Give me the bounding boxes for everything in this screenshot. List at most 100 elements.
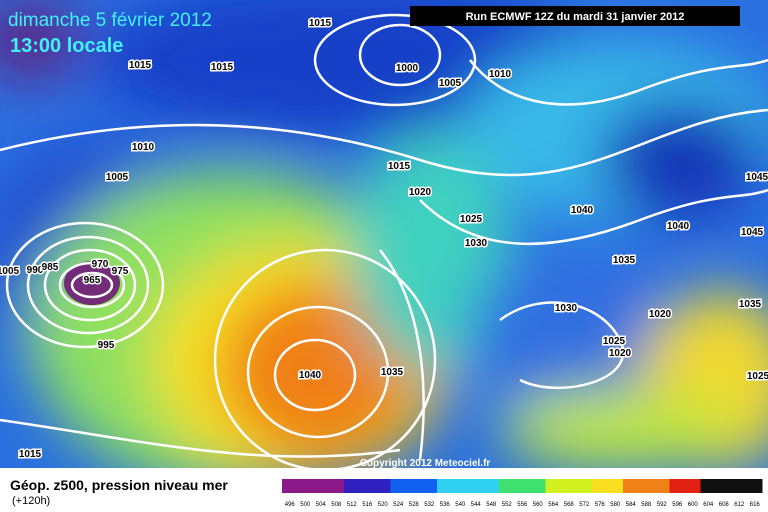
scale-label: 616 — [750, 502, 761, 508]
scale-swatch — [654, 479, 670, 493]
scale-label: 560 — [533, 502, 544, 508]
isobar-label: 1010 — [489, 69, 512, 80]
scale-swatch — [282, 479, 298, 493]
scale-label: 512 — [347, 502, 358, 508]
scale-label: 592 — [657, 502, 668, 508]
scale-swatch — [468, 479, 484, 493]
isobar-label: 1005 — [106, 172, 129, 183]
scale-swatch — [638, 479, 654, 493]
scale-label: 520 — [378, 502, 389, 508]
isobar-label: 1040 — [571, 205, 594, 216]
scale-label: 524 — [393, 502, 404, 508]
scale-label: 572 — [579, 502, 590, 508]
scale-swatch — [375, 479, 391, 493]
map — [0, 0, 768, 468]
isobar-labels: 1015 1015 1015 1000 1005 1010 1010 1005 1015 1020… — [0, 17, 768, 462]
scale-swatch — [499, 479, 515, 493]
run-box — [410, 6, 740, 26]
isobar-label: 1015 — [211, 62, 234, 73]
isobars — [0, 13, 768, 468]
lead-time: (+120h) — [12, 495, 50, 507]
scale-swatch — [716, 479, 732, 493]
isobar-label: 1035 — [739, 299, 762, 310]
color-scale: 496 500 504 508 512 516 520 524 528 532 536 540 544 5… — [282, 479, 763, 508]
scale-label: 508 — [331, 502, 342, 508]
isobar-label: 1000 — [396, 63, 419, 74]
scale-label: 584 — [626, 502, 637, 508]
scale-swatch — [452, 479, 468, 493]
footer-title: Géop. z500, pression niveau mer — [10, 477, 228, 493]
scale-swatch — [437, 479, 453, 493]
isobar-label: 1015 — [19, 449, 42, 460]
isobar-label: 1035 — [613, 255, 636, 266]
scale-swatch — [607, 479, 623, 493]
isobar-label: 1030 — [465, 238, 488, 249]
isobar-label: 1040 — [299, 370, 322, 381]
isobar-label: 970 — [92, 259, 109, 270]
isobar-label: 1040 — [667, 221, 690, 232]
scale-label: 500 — [300, 502, 311, 508]
time-text: 13:00 locale — [10, 35, 123, 57]
scale-swatch — [545, 479, 561, 493]
scale-swatch — [359, 479, 375, 493]
scale-label: 612 — [734, 502, 745, 508]
scale-label: 600 — [688, 502, 699, 508]
isobar-label: 1020 — [409, 187, 432, 198]
scale-label: 528 — [409, 502, 420, 508]
scale-label: 580 — [610, 502, 621, 508]
scale-label: 556 — [517, 502, 528, 508]
isobar-label: 975 — [112, 266, 129, 277]
scale-swatch — [530, 479, 546, 493]
scale-label: 544 — [471, 502, 482, 508]
scale-swatch — [328, 479, 344, 493]
scale-label: 496 — [285, 502, 296, 508]
isobar-label: 1025 — [747, 371, 768, 382]
isobar-label: 965 — [84, 275, 101, 286]
scale-swatch — [576, 479, 592, 493]
scale-label: 608 — [719, 502, 730, 508]
isobar-label: 990 — [27, 265, 44, 276]
scale-swatch — [297, 479, 313, 493]
isobar-label: 1005 — [439, 78, 462, 89]
scale-label: 536 — [440, 502, 451, 508]
isobar-label: 1015 — [129, 60, 152, 71]
scale-swatch — [669, 479, 685, 493]
isobar-label: 1045 — [746, 172, 768, 183]
scale-swatch — [390, 479, 406, 493]
scale-label: 568 — [564, 502, 575, 508]
copyright: Copyright 2012 Meteociel.fr — [360, 458, 491, 469]
scale-swatch — [685, 479, 701, 493]
scale-label: 576 — [595, 502, 606, 508]
isobar-label: 1020 — [609, 348, 632, 359]
scale-swatch — [700, 479, 716, 493]
scale-swatch — [561, 479, 577, 493]
scale-label: 504 — [316, 502, 327, 508]
scale-swatch — [592, 479, 608, 493]
scale-label: 516 — [362, 502, 373, 508]
scale-swatch — [313, 479, 329, 493]
isobar-label: 1020 — [649, 309, 672, 320]
isobar-label: 1015 — [388, 161, 411, 172]
scale-swatch — [406, 479, 422, 493]
scale-label: 604 — [703, 502, 714, 508]
scale-label: 564 — [548, 502, 559, 508]
isobar-label: 1030 — [555, 303, 578, 314]
scale-swatch — [514, 479, 530, 493]
isobar-label: 985 — [42, 262, 59, 273]
run-text: Run ECMWF 12Z du mardi 31 janvier 2012 — [466, 11, 685, 23]
scale-label: 552 — [502, 502, 513, 508]
isobar-label: 995 — [98, 340, 115, 351]
isobar-label: 1035 — [381, 367, 404, 378]
scale-swatch — [344, 479, 360, 493]
scale-swatch — [623, 479, 639, 493]
scale-label: 548 — [486, 502, 497, 508]
scale-swatch — [747, 479, 763, 493]
isobar-label: 1015 — [309, 18, 332, 29]
scale-swatch — [483, 479, 499, 493]
isobar-label: 1025 — [460, 214, 483, 225]
scale-label: 596 — [672, 502, 683, 508]
isobar-label: 1010 — [132, 142, 155, 153]
scale-label: 540 — [455, 502, 466, 508]
scale-label: 532 — [424, 502, 435, 508]
